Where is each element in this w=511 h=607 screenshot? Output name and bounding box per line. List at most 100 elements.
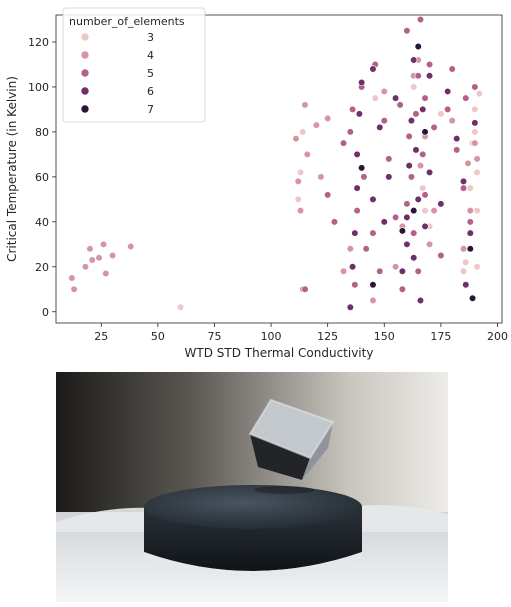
data-point-elements-6	[426, 72, 433, 79]
legend-marker	[81, 105, 89, 113]
legend-title: number_of_elements	[69, 15, 185, 28]
data-point-elements-4	[340, 268, 347, 275]
data-point-elements-6	[358, 79, 365, 86]
x-tick-label: 50	[151, 330, 165, 343]
data-point-elements-6	[438, 201, 445, 208]
data-point-elements-5	[431, 124, 438, 131]
data-point-elements-5	[363, 246, 370, 253]
data-point-elements-5	[404, 27, 411, 34]
data-point-elements-3	[476, 90, 483, 97]
magnet-shadow	[254, 486, 314, 494]
data-point-elements-6	[408, 117, 415, 124]
data-point-elements-5	[376, 268, 383, 275]
data-point-elements-5	[331, 219, 338, 226]
data-point-elements-6	[356, 111, 363, 118]
data-point-elements-5	[467, 219, 474, 226]
data-point-elements-5	[340, 140, 347, 147]
data-point-elements-6	[419, 106, 426, 113]
data-point-elements-4	[324, 115, 331, 122]
legend-label: 4	[147, 49, 154, 62]
legend-marker	[81, 51, 89, 59]
y-tick-label: 80	[35, 126, 49, 139]
data-point-elements-5	[347, 129, 354, 136]
data-point-elements-6	[404, 241, 411, 248]
data-point-elements-4	[370, 297, 377, 304]
data-point-elements-4	[89, 257, 96, 264]
y-tick-label: 0	[42, 306, 49, 319]
data-point-elements-5	[415, 72, 422, 79]
data-point-elements-3	[474, 169, 481, 176]
data-point-elements-3	[467, 185, 474, 192]
x-tick-label: 150	[374, 330, 395, 343]
data-point-elements-6	[426, 169, 433, 176]
data-point-elements-4	[87, 246, 94, 253]
data-point-elements-7	[410, 207, 417, 214]
data-point-elements-4	[127, 243, 134, 250]
y-axis-label: Critical Temperature (in Kelvin)	[5, 76, 19, 262]
data-point-elements-5	[462, 95, 469, 102]
data-point-elements-5	[410, 230, 417, 237]
data-point-elements-5	[444, 106, 451, 113]
data-point-elements-4	[297, 207, 304, 214]
data-point-elements-5	[361, 174, 368, 181]
data-point-elements-5	[302, 286, 309, 293]
data-point-elements-6	[410, 255, 417, 262]
data-point-elements-6	[352, 230, 359, 237]
data-point-elements-4	[381, 88, 388, 95]
y-tick-label: 120	[28, 36, 49, 49]
data-point-elements-5	[449, 66, 456, 73]
data-point-elements-6	[410, 57, 417, 64]
data-point-elements-3	[462, 259, 469, 266]
legend-marker	[81, 33, 89, 41]
data-point-elements-5	[370, 230, 377, 237]
data-point-elements-4	[302, 102, 309, 109]
data-point-elements-5	[386, 156, 393, 163]
data-point-elements-5	[406, 133, 413, 140]
data-point-elements-5	[408, 174, 415, 181]
data-point-elements-4	[103, 270, 110, 277]
data-point-elements-6	[417, 297, 424, 304]
data-point-elements-7	[422, 129, 429, 136]
data-point-elements-4	[426, 241, 433, 248]
data-point-elements-5	[453, 147, 460, 154]
y-tick-label: 40	[35, 216, 49, 229]
data-point-elements-6	[462, 281, 469, 288]
data-point-elements-5	[324, 192, 331, 199]
data-point-elements-3	[372, 95, 379, 102]
data-point-elements-7	[415, 43, 422, 50]
data-point-elements-5	[472, 84, 479, 91]
superconductor-disk	[144, 485, 362, 578]
data-point-elements-3	[460, 268, 467, 275]
legend: number_of_elements 3 4 5 6 7	[63, 8, 205, 122]
data-point-elements-6	[399, 268, 406, 275]
data-point-elements-4	[449, 117, 456, 124]
data-point-elements-6	[460, 178, 467, 185]
data-point-elements-6	[354, 185, 361, 192]
data-point-elements-5	[460, 185, 467, 192]
data-point-elements-4	[347, 246, 354, 253]
data-point-elements-5	[399, 286, 406, 293]
data-point-elements-5	[438, 252, 445, 259]
data-point-elements-5	[422, 192, 429, 199]
legend-label: 6	[147, 85, 154, 98]
data-point-elements-3	[472, 106, 479, 113]
x-tick-label: 175	[430, 330, 451, 343]
data-point-elements-4	[82, 263, 89, 270]
data-point-elements-5	[352, 281, 359, 288]
data-point-elements-4	[69, 275, 76, 282]
data-point-elements-6	[349, 263, 356, 270]
data-point-elements-6	[392, 95, 399, 102]
data-point-elements-4	[417, 162, 424, 169]
data-point-elements-6	[381, 219, 388, 226]
data-point-elements-4	[293, 135, 300, 142]
data-point-elements-7	[370, 281, 377, 288]
data-point-elements-5	[354, 207, 361, 214]
x-axis-label: WTD STD Thermal Conductivity	[185, 346, 374, 360]
data-point-elements-5	[417, 16, 424, 23]
data-point-elements-6	[386, 174, 393, 181]
levitation-photo	[56, 372, 448, 602]
data-point-elements-3	[177, 304, 184, 311]
data-point-elements-3	[438, 111, 445, 118]
x-tick-label: 200	[487, 330, 508, 343]
